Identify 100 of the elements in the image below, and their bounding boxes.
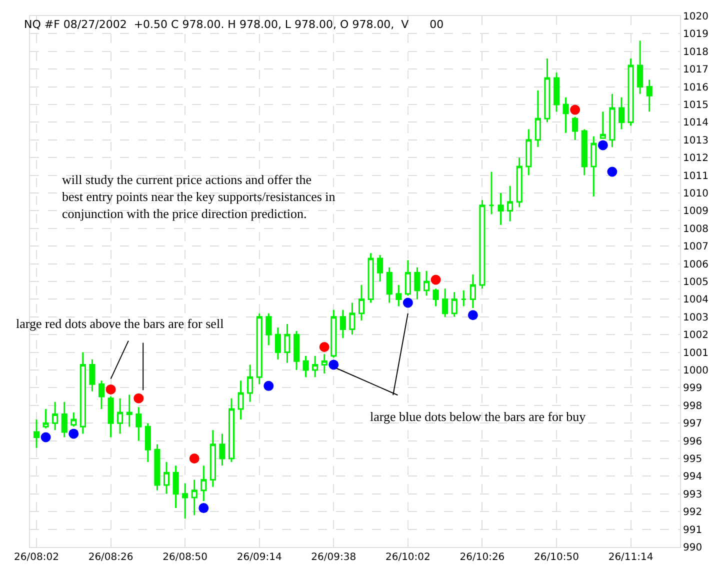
x-tick-label: 26/10:50 (534, 552, 579, 563)
point (598, 140, 608, 150)
candlestick (200, 464, 207, 502)
candlestick (247, 364, 254, 403)
candlestick (302, 355, 309, 378)
candlestick (330, 309, 337, 358)
candlestick (581, 128, 588, 176)
candlestick (172, 464, 179, 509)
candlestick (516, 156, 522, 208)
y-tick-label: 1001 (683, 348, 708, 359)
candlestick (219, 432, 226, 466)
x-tick-label: 26/09:14 (236, 552, 282, 563)
y-tick-label: 1019 (683, 29, 708, 40)
candlestick (470, 274, 476, 309)
y-tick-label: 1000 (683, 366, 708, 376)
candlestick (377, 254, 384, 282)
candlestick (312, 355, 318, 378)
candlestick (498, 192, 504, 226)
candlestick (646, 78, 652, 112)
candlestick (553, 72, 560, 112)
y-tick-label: 1005 (683, 277, 708, 288)
candlestick (52, 401, 58, 431)
candlestick (609, 93, 616, 148)
candlestick (414, 266, 420, 300)
y-tick-label: 992 (683, 507, 702, 518)
y-tick-label: 1020 (683, 12, 708, 22)
candlestick (126, 394, 132, 428)
y-tick-label: 997 (683, 418, 702, 430)
candlestick (191, 478, 198, 516)
annotation: large blue dots below the bars are for buy (370, 409, 586, 424)
candlestick (396, 284, 402, 308)
y-tick-label: 1011 (683, 170, 708, 182)
candlestick (144, 422, 151, 463)
candlestick (404, 260, 411, 296)
candlestick (637, 40, 644, 95)
candlestick (293, 330, 300, 371)
candlestick (89, 358, 96, 392)
candlestick (136, 406, 142, 442)
candlestick (154, 444, 160, 492)
point (607, 166, 618, 177)
y-tick-label: 996 (683, 436, 702, 448)
candlestick (479, 199, 486, 290)
y-tick-label: 998 (683, 400, 702, 412)
y-tick-label: 995 (683, 454, 702, 465)
candlestick (460, 290, 467, 308)
point (198, 503, 209, 514)
candlestick (386, 266, 392, 304)
candlestick (284, 323, 290, 364)
y-tick-label: 1007 (683, 242, 708, 253)
y-tick-label: 1003 (683, 312, 708, 324)
candlestick (628, 58, 634, 126)
y-tick-label: 1018 (683, 46, 708, 58)
y-tick-label: 1006 (683, 259, 708, 270)
y-tick-label: 994 (683, 472, 702, 483)
y-tick-label: 1013 (683, 135, 708, 146)
candlestick (61, 401, 68, 438)
candlestick (33, 418, 40, 449)
point (430, 274, 441, 285)
candlestick (117, 398, 124, 434)
candlestick (321, 353, 328, 374)
candlestick (349, 302, 356, 336)
y-tick-label: 1016 (683, 82, 708, 94)
x-tick-label: 26/08:02 (14, 552, 59, 563)
x-tick-label: 26/08:50 (162, 552, 208, 563)
candlestick (451, 291, 458, 318)
candlestick (432, 288, 439, 308)
x-tick-label: 26/08:26 (88, 552, 134, 563)
candlestick (42, 408, 49, 430)
candlestick (544, 58, 550, 123)
candlestick (507, 185, 514, 222)
candlestick (210, 429, 216, 488)
point (134, 393, 144, 404)
y-tick-label: 991 (683, 524, 702, 536)
point (319, 342, 330, 352)
y-tick-label: 1014 (683, 118, 708, 129)
candlestick (368, 252, 374, 304)
candlestick (163, 461, 170, 495)
candlestick (266, 312, 272, 346)
point (402, 298, 413, 308)
annotation: will study the current price actions and offer the best entry points near the key supports/resistances in conjunction with the price direction prediction. (62, 172, 336, 221)
candlestick (526, 128, 532, 176)
x-tick-label: 26/10:26 (460, 552, 505, 563)
y-tick-label: 1015 (683, 100, 708, 111)
candlestick (534, 90, 541, 148)
candlestick (562, 96, 569, 134)
x-tick-label: 26/09:38 (311, 552, 356, 563)
y-tick-label: 1004 (683, 294, 708, 306)
candlestick (618, 96, 625, 130)
point (264, 380, 274, 391)
y-tick-label: 1002 (683, 330, 708, 342)
candlestick (98, 380, 105, 410)
candlestick (80, 352, 86, 434)
y-tick-label: 1012 (683, 153, 708, 164)
candlestick (108, 396, 114, 438)
candlestick (442, 288, 448, 318)
y-tick-label: 999 (683, 383, 702, 394)
x-tick-label: 26/11:14 (608, 552, 654, 563)
point (570, 104, 580, 115)
y-tick-label: 1017 (683, 64, 708, 76)
candlestick (572, 116, 578, 141)
